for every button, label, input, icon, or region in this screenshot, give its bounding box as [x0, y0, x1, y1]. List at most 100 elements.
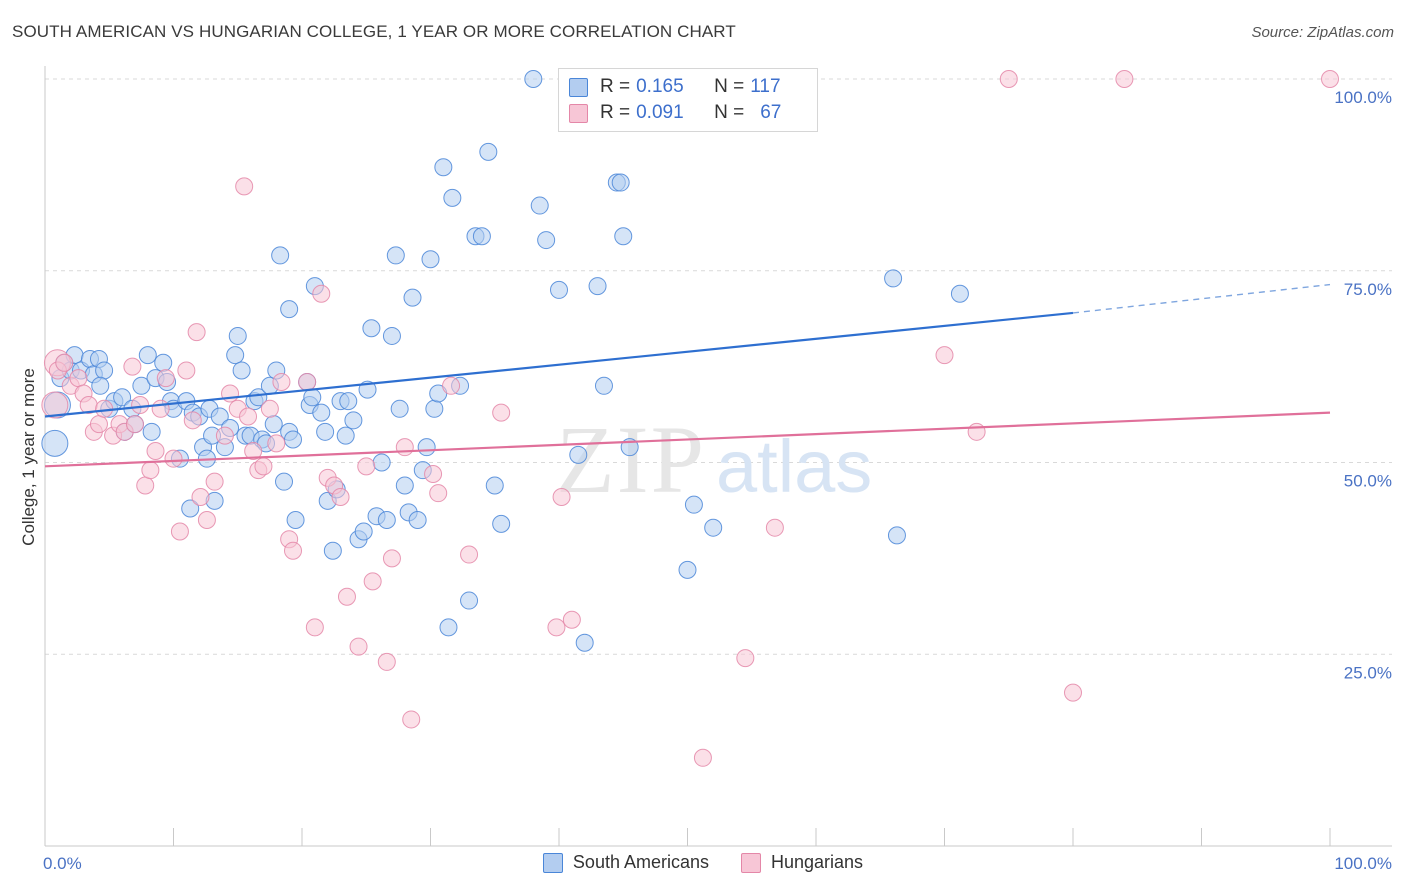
data-point[interactable]: [164, 449, 183, 468]
data-point[interactable]: [228, 326, 247, 345]
data-point[interactable]: [337, 587, 356, 606]
data-point[interactable]: [402, 710, 421, 729]
data-point[interactable]: [354, 522, 373, 541]
data-point[interactable]: [614, 227, 633, 246]
data-point[interactable]: [524, 70, 543, 88]
data-point[interactable]: [183, 411, 202, 430]
data-point[interactable]: [187, 323, 206, 342]
data-point[interactable]: [562, 610, 581, 629]
data-point[interactable]: [967, 422, 986, 441]
data-point[interactable]: [177, 361, 196, 380]
data-point[interactable]: [131, 395, 150, 414]
data-point[interactable]: [403, 288, 422, 307]
data-point[interactable]: [316, 422, 335, 441]
data-point[interactable]: [552, 488, 571, 507]
data-point[interactable]: [442, 376, 461, 395]
data-point[interactable]: [280, 300, 299, 319]
data-point[interactable]: [575, 633, 594, 652]
data-point[interactable]: [151, 399, 170, 418]
data-point[interactable]: [377, 511, 396, 530]
data-point[interactable]: [395, 438, 414, 457]
data-point[interactable]: [377, 652, 396, 671]
data-point[interactable]: [284, 430, 303, 449]
data-point[interactable]: [254, 457, 273, 476]
data-point[interactable]: [284, 541, 303, 560]
data-point[interactable]: [146, 441, 165, 460]
data-point[interactable]: [191, 488, 210, 507]
data-point[interactable]: [588, 277, 607, 296]
data-point[interactable]: [132, 376, 151, 395]
data-point[interactable]: [55, 353, 74, 372]
data-point[interactable]: [357, 457, 376, 476]
data-point[interactable]: [530, 196, 549, 215]
data-point[interactable]: [386, 246, 405, 265]
data-point[interactable]: [95, 399, 114, 418]
data-point[interactable]: [336, 426, 355, 445]
data-point[interactable]: [69, 369, 88, 388]
data-point[interactable]: [260, 399, 279, 418]
data-point[interactable]: [704, 518, 723, 537]
data-point[interactable]: [678, 560, 697, 579]
data-point[interactable]: [323, 541, 342, 560]
data-point[interactable]: [138, 346, 157, 365]
data-point[interactable]: [312, 403, 331, 422]
data-point[interactable]: [417, 438, 436, 457]
data-point[interactable]: [439, 618, 458, 637]
data-point[interactable]: [91, 376, 110, 395]
data-point[interactable]: [421, 250, 440, 269]
data-point[interactable]: [239, 407, 258, 426]
data-point[interactable]: [235, 177, 254, 196]
data-point[interactable]: [215, 426, 234, 445]
data-point[interactable]: [443, 188, 462, 207]
data-point[interactable]: [999, 70, 1018, 88]
data-point[interactable]: [362, 319, 381, 338]
data-point[interactable]: [736, 649, 755, 668]
data-point[interactable]: [339, 392, 358, 411]
data-point[interactable]: [492, 403, 511, 422]
legend-item-south-americans[interactable]: South Americans: [542, 852, 709, 873]
data-point[interactable]: [141, 461, 160, 480]
data-point[interactable]: [210, 407, 229, 426]
data-point[interactable]: [408, 511, 427, 530]
data-point[interactable]: [272, 372, 291, 391]
data-point[interactable]: [684, 495, 703, 514]
data-point[interactable]: [305, 618, 324, 637]
data-point[interactable]: [154, 353, 173, 372]
data-point[interactable]: [395, 476, 414, 495]
data-point[interactable]: [537, 231, 556, 250]
data-point[interactable]: [935, 346, 954, 365]
data-point[interactable]: [113, 388, 132, 407]
data-point[interactable]: [1115, 70, 1134, 88]
data-point[interactable]: [181, 499, 200, 518]
data-point[interactable]: [460, 591, 479, 610]
data-point[interactable]: [594, 376, 613, 395]
data-point[interactable]: [344, 411, 363, 430]
data-point[interactable]: [434, 158, 453, 177]
data-point[interactable]: [170, 522, 189, 541]
data-point[interactable]: [303, 388, 322, 407]
data-point[interactable]: [363, 572, 382, 591]
data-point[interactable]: [693, 748, 712, 767]
data-point[interactable]: [298, 372, 317, 391]
data-point[interactable]: [472, 227, 491, 246]
data-point[interactable]: [244, 441, 263, 460]
data-point[interactable]: [1321, 70, 1339, 88]
data-point[interactable]: [950, 284, 969, 303]
data-point[interactable]: [569, 445, 588, 464]
data-point[interactable]: [264, 415, 283, 434]
data-point[interactable]: [156, 369, 175, 388]
data-point[interactable]: [349, 637, 368, 656]
data-point[interactable]: [95, 361, 114, 380]
data-point[interactable]: [205, 472, 224, 491]
data-point[interactable]: [429, 484, 448, 503]
data-point[interactable]: [550, 280, 568, 299]
data-point[interactable]: [425, 399, 444, 418]
data-point[interactable]: [547, 618, 566, 637]
data-point[interactable]: [267, 434, 286, 453]
data-point[interactable]: [142, 422, 161, 441]
legend-item-hungarians[interactable]: Hungarians: [741, 852, 863, 873]
data-point[interactable]: [1064, 683, 1082, 702]
data-point[interactable]: [249, 388, 268, 407]
data-point[interactable]: [197, 511, 216, 530]
data-point[interactable]: [492, 514, 511, 533]
